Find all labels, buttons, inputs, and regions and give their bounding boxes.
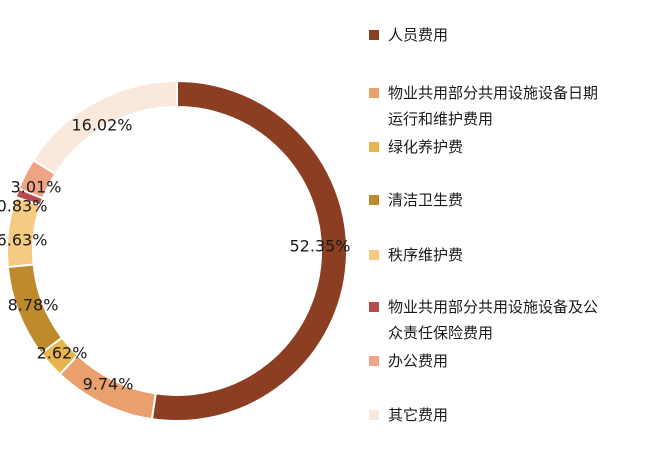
legend-label: 清洁卫生费 bbox=[388, 191, 464, 209]
data-label-3: 2.62% bbox=[37, 344, 88, 363]
legend-swatch bbox=[369, 142, 379, 152]
legend-item-5: 秩序维护费 bbox=[369, 242, 608, 268]
legend-item-8: 其它费用 bbox=[369, 402, 608, 428]
legend-label: 人员费用 bbox=[388, 26, 449, 44]
legend-label: 绿化养护费 bbox=[388, 138, 464, 156]
legend-item-4: 清洁卫生费 bbox=[369, 187, 608, 213]
legend-label: 物业共用部分共用设施设备日期运行和维护费用 bbox=[388, 84, 599, 128]
legend-swatch bbox=[369, 356, 379, 366]
legend-swatch bbox=[369, 250, 379, 260]
data-label-2: 9.74% bbox=[83, 375, 134, 394]
legend-label: 秩序维护费 bbox=[388, 246, 464, 264]
slice-8 bbox=[31, 79, 178, 176]
legend-item-2: 物业共用部分共用设施设备日期运行和维护费用 bbox=[369, 80, 608, 132]
legend-swatch bbox=[369, 410, 379, 420]
data-label-7: 3.01% bbox=[11, 178, 62, 197]
legend-label: 物业共用部分共用设施设备及公众责任保险费用 bbox=[388, 298, 599, 342]
legend-item-1: 人员费用 bbox=[369, 22, 608, 48]
data-label-8: 16.02% bbox=[71, 116, 132, 135]
legend-label: 其它费用 bbox=[388, 406, 449, 424]
legend-item-6: 物业共用部分共用设施设备及公众责任保险费用 bbox=[369, 294, 608, 346]
legend-swatch bbox=[369, 88, 379, 98]
legend-item-3: 绿化养护费 bbox=[369, 134, 608, 160]
legend-swatch bbox=[369, 195, 379, 205]
data-label-6: 0.83% bbox=[0, 197, 47, 216]
legend-label: 办公费用 bbox=[388, 352, 449, 370]
legend-swatch bbox=[369, 30, 379, 40]
legend-swatch bbox=[369, 302, 379, 312]
data-label-4: 8.78% bbox=[8, 296, 59, 315]
data-label-1: 52.35% bbox=[289, 237, 350, 256]
data-label-5: 6.63% bbox=[0, 231, 47, 250]
donut-chart: 52.35% 9.74% 2.62% 8.78% 6.63% 0.83%3.01% 16.0… bbox=[0, 79, 351, 422]
legend-item-7: 办公费用 bbox=[369, 348, 608, 374]
